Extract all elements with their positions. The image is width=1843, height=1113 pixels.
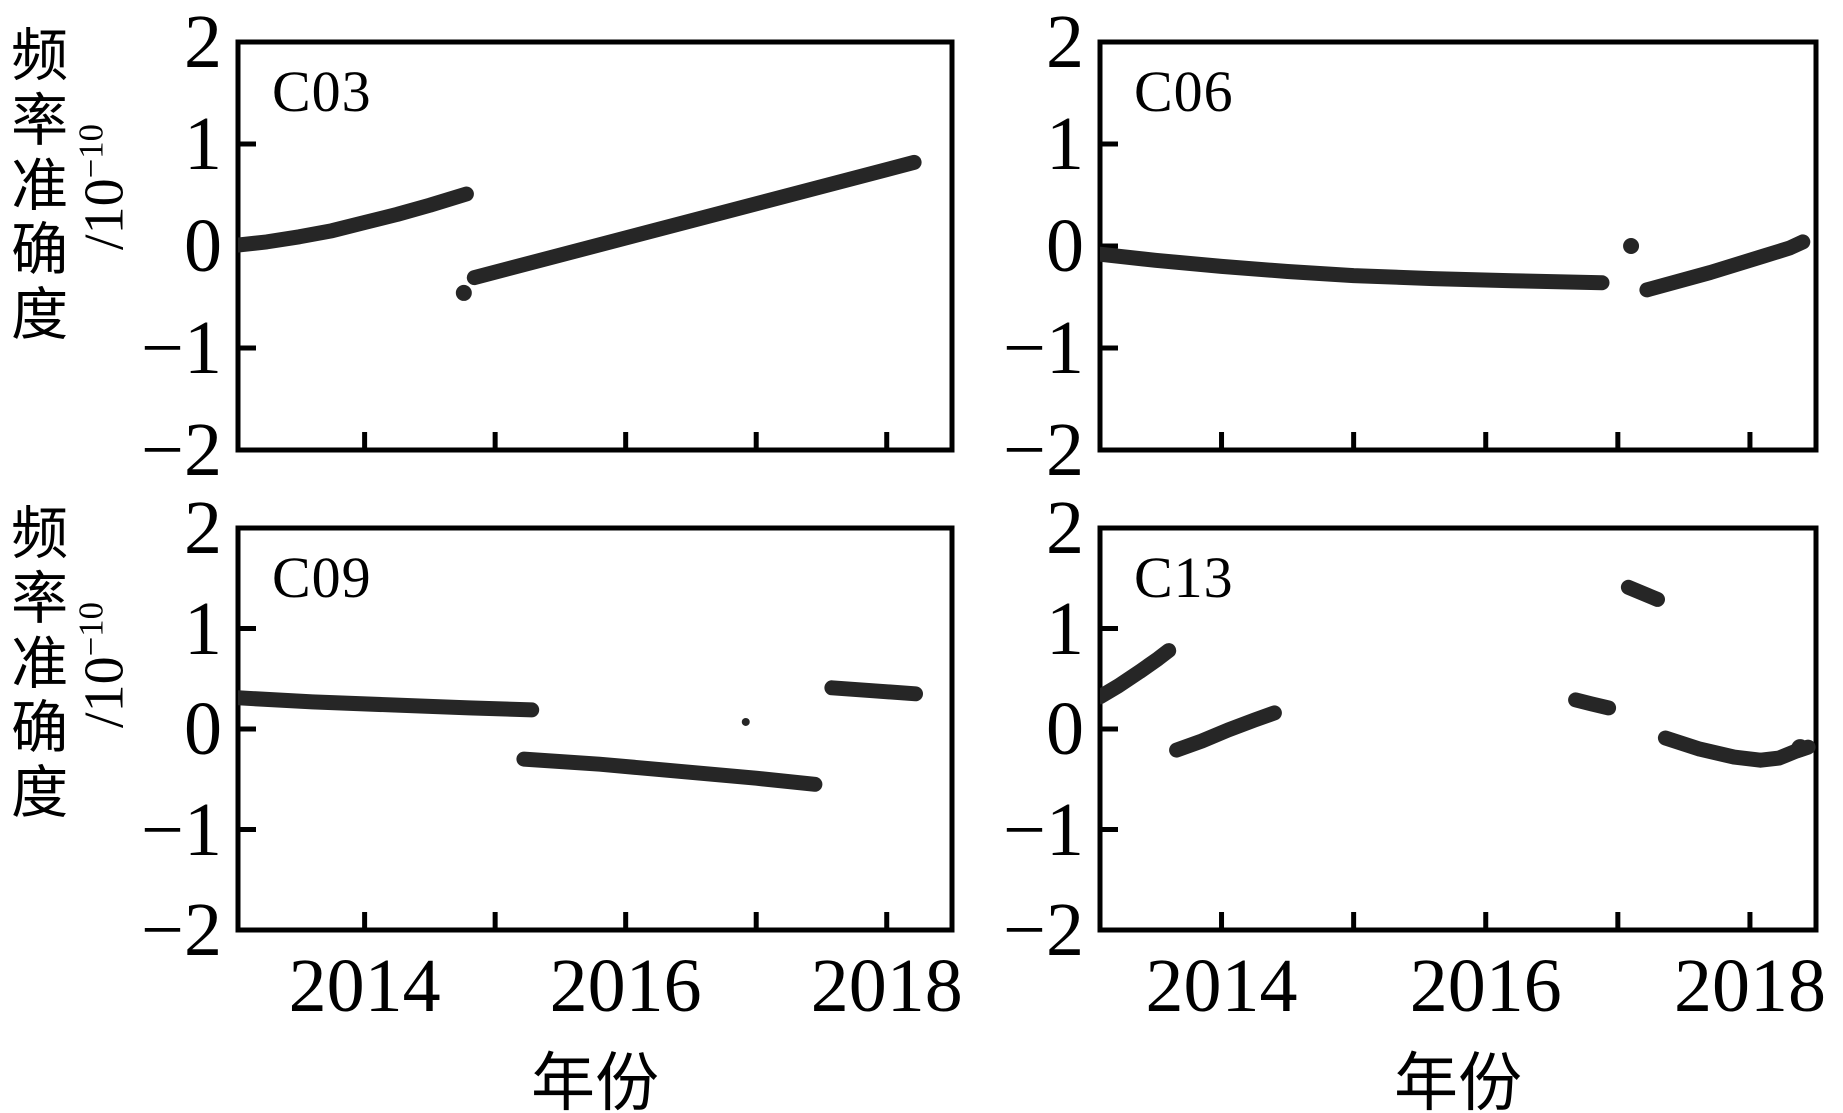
y-tick-label: −2 xyxy=(1003,888,1084,972)
y-tick-label: 2 xyxy=(1046,486,1084,570)
y-tick-label: 2 xyxy=(184,486,222,570)
y-tick-label: 2 xyxy=(1046,0,1084,84)
y-tick-label: 1 xyxy=(184,586,222,671)
data-band xyxy=(1100,246,1610,291)
x-axis-title-right: 年份 xyxy=(1394,1048,1522,1113)
panel-label-c09: C09 xyxy=(272,545,372,610)
panel-label-c13: C13 xyxy=(1134,545,1234,610)
axes-frame xyxy=(1097,525,1819,933)
data-series-c13 xyxy=(1100,579,1816,768)
data-series-c09 xyxy=(238,680,923,792)
data-point-outlier xyxy=(455,284,472,301)
data-band xyxy=(466,154,922,286)
data-band xyxy=(516,751,823,792)
panel-label-c06: C06 xyxy=(1134,59,1234,124)
data-point-outlier xyxy=(1791,739,1810,758)
x-tick-label: 2018 xyxy=(810,944,963,1028)
data-band xyxy=(1620,579,1665,607)
y-tick-label: 1 xyxy=(1046,586,1084,671)
y-axis-title-cjk: 频率准确度 xyxy=(11,24,69,348)
y-tick-label: −2 xyxy=(141,888,222,972)
y-tick-label: −2 xyxy=(141,408,222,492)
y-axis-title-cjk: 频率准确度 xyxy=(11,502,69,826)
y-tick-label: 2 xyxy=(184,0,222,84)
panel-c09-plot xyxy=(235,525,955,933)
data-band xyxy=(824,680,923,702)
y-tick-label: −1 xyxy=(1003,306,1084,390)
y-tick-label: −2 xyxy=(1003,408,1084,492)
data-band xyxy=(238,690,540,718)
y-tick-label: −1 xyxy=(141,306,222,390)
y-tick-label: 0 xyxy=(184,687,222,771)
y-tick-label: 1 xyxy=(184,102,222,186)
data-series-c03 xyxy=(238,154,922,301)
data-band xyxy=(1639,234,1811,298)
x-tick-label: 2014 xyxy=(288,944,441,1028)
data-point-outlier xyxy=(741,717,750,726)
y-tick-label: 1 xyxy=(1046,102,1084,186)
axes-frame xyxy=(235,525,955,933)
panel-c06-plot xyxy=(1097,39,1819,453)
y-tick-label: 0 xyxy=(1046,204,1084,288)
y-axis-title-top: 频率准确度 /10−10 xyxy=(6,22,135,352)
x-tick-label: 2016 xyxy=(549,944,702,1028)
x-tick-label: 2018 xyxy=(1673,944,1826,1028)
data-band xyxy=(1657,730,1816,768)
panel-c13-plot xyxy=(1097,525,1819,933)
data-band xyxy=(1100,643,1177,705)
panel-c03-plot xyxy=(235,39,955,453)
y-tick-label: −1 xyxy=(141,787,222,872)
data-series-c06 xyxy=(1100,234,1811,298)
y-tick-label: −1 xyxy=(1003,787,1084,872)
panel-label-c03: C03 xyxy=(272,59,372,124)
x-tick-label: 2016 xyxy=(1409,944,1562,1028)
axes-frame xyxy=(1097,39,1819,453)
data-point-outlier xyxy=(1623,238,1640,254)
y-axis-title-bottom: 频率准确度 /10−10 xyxy=(6,500,135,830)
x-axis-title-left: 年份 xyxy=(531,1048,659,1113)
data-band xyxy=(238,186,474,253)
data-band xyxy=(1568,692,1617,716)
y-tick-label: 0 xyxy=(1046,687,1084,771)
data-band xyxy=(1169,705,1282,758)
x-tick-label: 2014 xyxy=(1145,944,1298,1028)
y-tick-label: 0 xyxy=(184,204,222,288)
